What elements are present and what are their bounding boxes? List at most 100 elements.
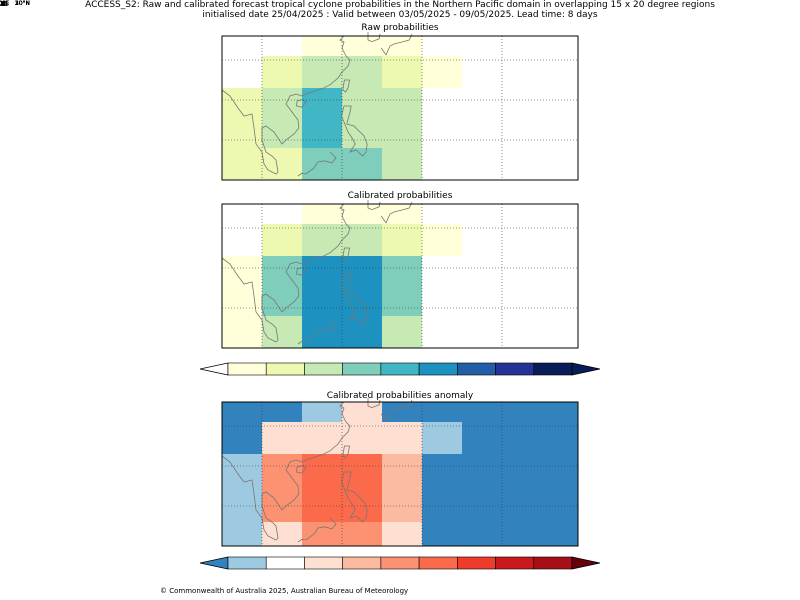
colorbar-swatch [304, 556, 343, 570]
figure-title: ACCESS_S2: Raw and calibrated forecast t… [85, 0, 715, 10]
heatmap-cell [222, 454, 262, 546]
heatmap-cell [382, 256, 422, 316]
colorbar-tick-label: -0.15 [0, 0, 10, 8]
coastline [296, 267, 307, 276]
x-tick-label: 120°E [0, 0, 10, 7]
colorbar-tick-label: 0.3 [0, 0, 6, 8]
colorbar-tick-label: 0.4 [0, 0, 6, 8]
heatmap-cell [342, 148, 382, 180]
anomaly-colorbar [199, 556, 601, 570]
coastline [342, 247, 351, 261]
heatmap-cell [302, 36, 342, 56]
x-tick-label: 160°E [0, 0, 10, 7]
heatmap-cell [382, 316, 422, 348]
heatmap-cell [382, 36, 422, 56]
heatmap-cell [342, 454, 382, 522]
y-tick-label: 10°N [14, 0, 30, 7]
heatmap-cell [342, 402, 382, 422]
coastline [221, 203, 351, 343]
colorbar-swatch [457, 556, 496, 570]
colorbar-tick-label: 0.2 [0, 0, 6, 8]
x-tick-label: 160°E [0, 0, 10, 7]
heatmap-cell [262, 148, 302, 180]
colorbar-swatch [495, 556, 535, 570]
calibrated-panel-title: Calibrated probabilities [347, 191, 453, 201]
colorbar-swatch [265, 362, 305, 376]
y-tick-label: 20°N [14, 0, 30, 7]
heatmap-cell [422, 224, 462, 256]
heatmap-cell [342, 422, 382, 454]
colorbar-swatch [418, 362, 458, 376]
coastline [342, 79, 351, 93]
heatmap-cell [222, 88, 262, 148]
coastline [296, 99, 307, 108]
colorbar-over-arrow [571, 362, 601, 376]
anomaly-panel-title: Calibrated probabilities anomaly [326, 391, 474, 401]
heatmap-cell [262, 256, 302, 316]
heatmap-cell [262, 316, 302, 348]
coastline [221, 401, 351, 541]
heatmap-cell [422, 56, 462, 88]
colorbar-tick-label: 0.0 [0, 0, 6, 8]
x-tick-label: 140°E [0, 0, 10, 7]
colorbar-tick-label: 0.8 [0, 0, 6, 8]
coastline [380, 201, 413, 224]
x-tick-label: 100°E [0, 0, 10, 7]
colorbar-swatch [227, 556, 267, 570]
coastline [342, 445, 351, 459]
calibrated-probabilities-map [221, 200, 579, 349]
colorbar-tick-label: 0.05 [0, 0, 8, 8]
x-tick-label: 160°E [0, 0, 10, 7]
colorbar-under-arrow [199, 556, 229, 570]
heatmap-cell [302, 56, 342, 88]
heatmap-cell [382, 204, 422, 224]
colorbar-tick-label: 0.4 [0, 0, 6, 8]
colorbar-swatch [418, 556, 458, 570]
y-tick-label: 30°N [14, 0, 30, 7]
heatmap-cell [342, 522, 382, 546]
x-tick-label: 100°E [0, 0, 10, 7]
heatmap-cell [382, 522, 422, 546]
heatmap-cell [222, 148, 262, 180]
heatmap-cell [342, 224, 382, 256]
figure-subtitle: initialised date 25/04/2025 : Valid betw… [202, 10, 598, 20]
y-tick-label: 10°N [14, 0, 30, 7]
coastline [297, 319, 337, 345]
heatmap-cell [222, 316, 262, 348]
x-tick-label: 120°E [0, 0, 10, 7]
y-tick-label: 20°N [14, 0, 30, 7]
coastline [341, 105, 368, 157]
colorbar-over-arrow [571, 556, 601, 570]
colorbar-swatch [495, 362, 535, 376]
heatmap-cell [382, 224, 422, 256]
colorbar-swatch [380, 556, 420, 570]
coastline [297, 151, 337, 177]
coastline [296, 465, 307, 474]
colorbar-under-arrow [199, 362, 229, 376]
heatmap-cell [382, 148, 422, 180]
colorbar-swatch [533, 362, 573, 376]
x-tick-label: 140°E [0, 0, 10, 7]
coastline [221, 35, 351, 175]
y-tick-label: 30°N [14, 0, 30, 7]
colorbar-tick-label: 0.2 [0, 0, 6, 8]
colorbar-swatch [533, 556, 573, 570]
heatmap-cell [262, 454, 302, 522]
y-tick-label: 20°N [14, 0, 30, 7]
heatmap-cell [382, 422, 422, 454]
map-frame [221, 203, 579, 349]
coastline [367, 200, 381, 211]
heatmap-cell [222, 256, 262, 316]
copyright-footer: © Commonwealth of Australia 2025, Austra… [160, 587, 409, 595]
heatmap-cell [382, 454, 422, 522]
coastline [380, 399, 413, 422]
heatmap-cell [382, 88, 422, 148]
raw-panel-title: Raw probabilities [361, 23, 439, 33]
colorbar-tick-label: -0.1 [0, 0, 7, 8]
colorbar-tick-label: 0.1 [0, 0, 6, 8]
raw-probabilities-map [221, 32, 579, 181]
colorbar-swatch [227, 362, 267, 376]
heatmap-cell [302, 88, 342, 148]
coastline [341, 471, 368, 523]
colorbar-swatch [304, 362, 343, 376]
